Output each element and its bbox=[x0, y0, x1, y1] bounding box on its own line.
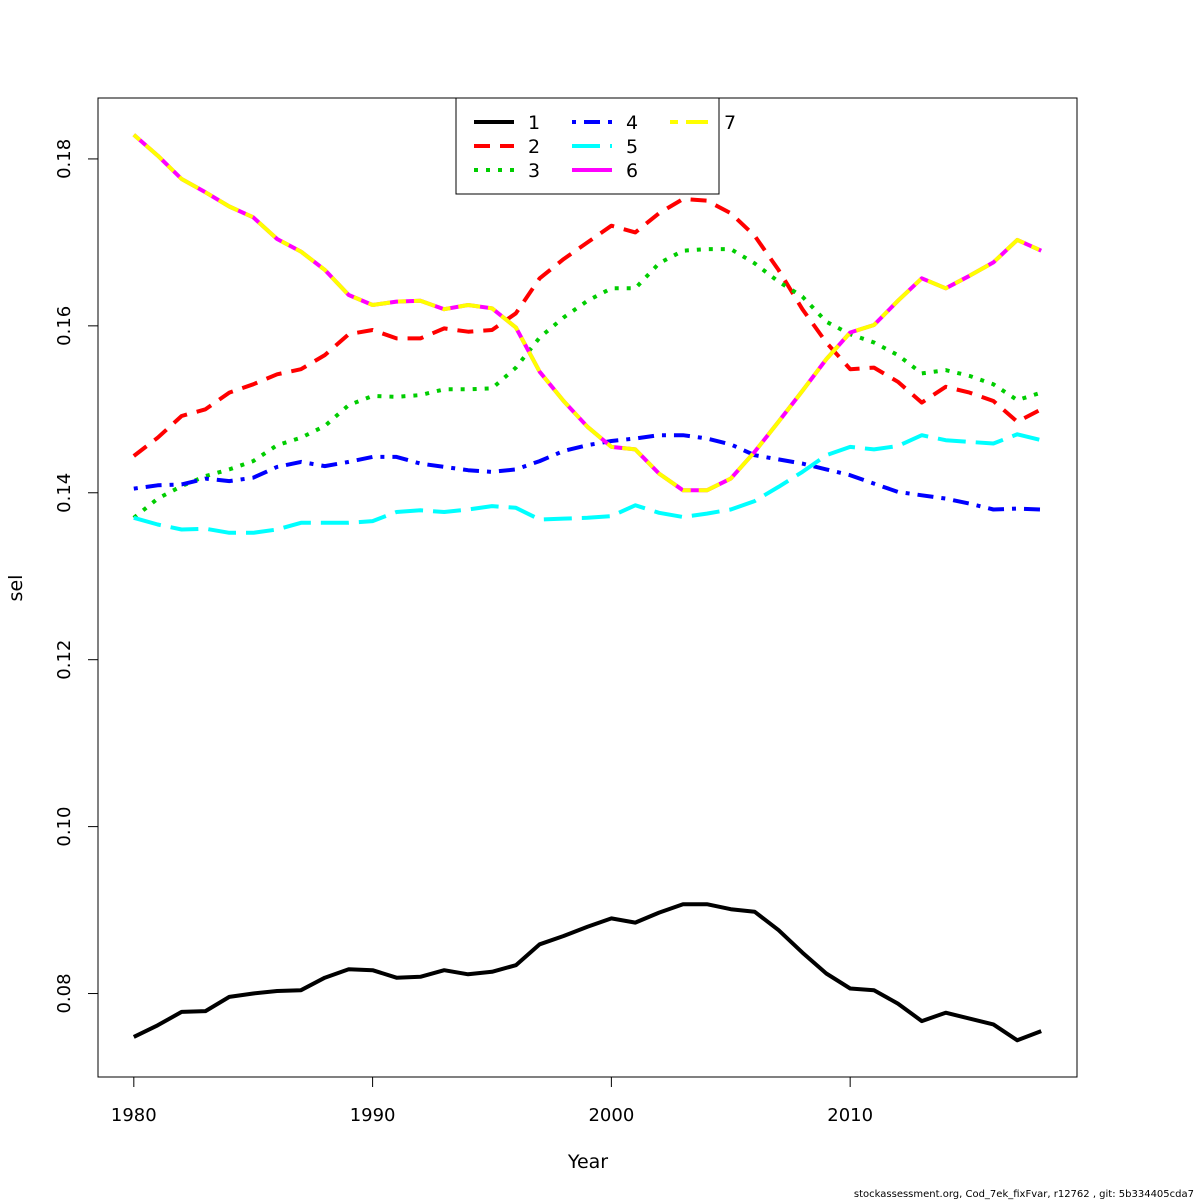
x-axis: 1980 1990 2000 2010 bbox=[111, 1076, 873, 1126]
x-tick-label: 1990 bbox=[350, 1105, 396, 1126]
y-tick-label: 0.14 bbox=[54, 473, 75, 513]
y-tick-label: 0.18 bbox=[54, 139, 75, 179]
x-axis-title: Year bbox=[567, 1151, 608, 1173]
y-tick-label: 0.12 bbox=[54, 640, 75, 680]
legend-label-2: 2 bbox=[528, 136, 540, 158]
legend: 123 456 7 bbox=[455, 97, 736, 195]
y-axis: 0.08 0.10 0.12 0.14 0.16 0.18 bbox=[54, 139, 99, 1014]
series-line-2 bbox=[132, 197, 1043, 458]
y-axis-title: sel bbox=[5, 575, 27, 602]
x-tick-label: 1980 bbox=[111, 1105, 157, 1126]
series-line-1 bbox=[132, 902, 1042, 1043]
series-line-4 bbox=[133, 433, 1042, 512]
x-tick-label: 2010 bbox=[827, 1105, 873, 1126]
x-tick-label: 2000 bbox=[588, 1105, 634, 1126]
legend-label-3: 3 bbox=[528, 160, 540, 182]
series-layer bbox=[132, 133, 1043, 1043]
legend-label-1: 1 bbox=[528, 112, 540, 134]
plot-frame bbox=[97, 97, 1078, 1078]
legend-label-7: 7 bbox=[724, 112, 736, 134]
series-line-7 bbox=[132, 133, 1043, 493]
legend-label-4: 4 bbox=[626, 112, 638, 134]
y-tick-label: 0.08 bbox=[54, 973, 75, 1013]
y-tick-label: 0.16 bbox=[54, 306, 75, 346]
y-tick-label: 0.10 bbox=[54, 807, 75, 847]
legend-label-5: 5 bbox=[626, 136, 638, 158]
series-line-3 bbox=[132, 247, 1042, 520]
legend-label-6: 6 bbox=[626, 160, 638, 182]
footer-credit: stockassessment.org, Cod_7ek_fixFvar, r1… bbox=[854, 1189, 1194, 1200]
series-line-5 bbox=[133, 432, 1042, 535]
